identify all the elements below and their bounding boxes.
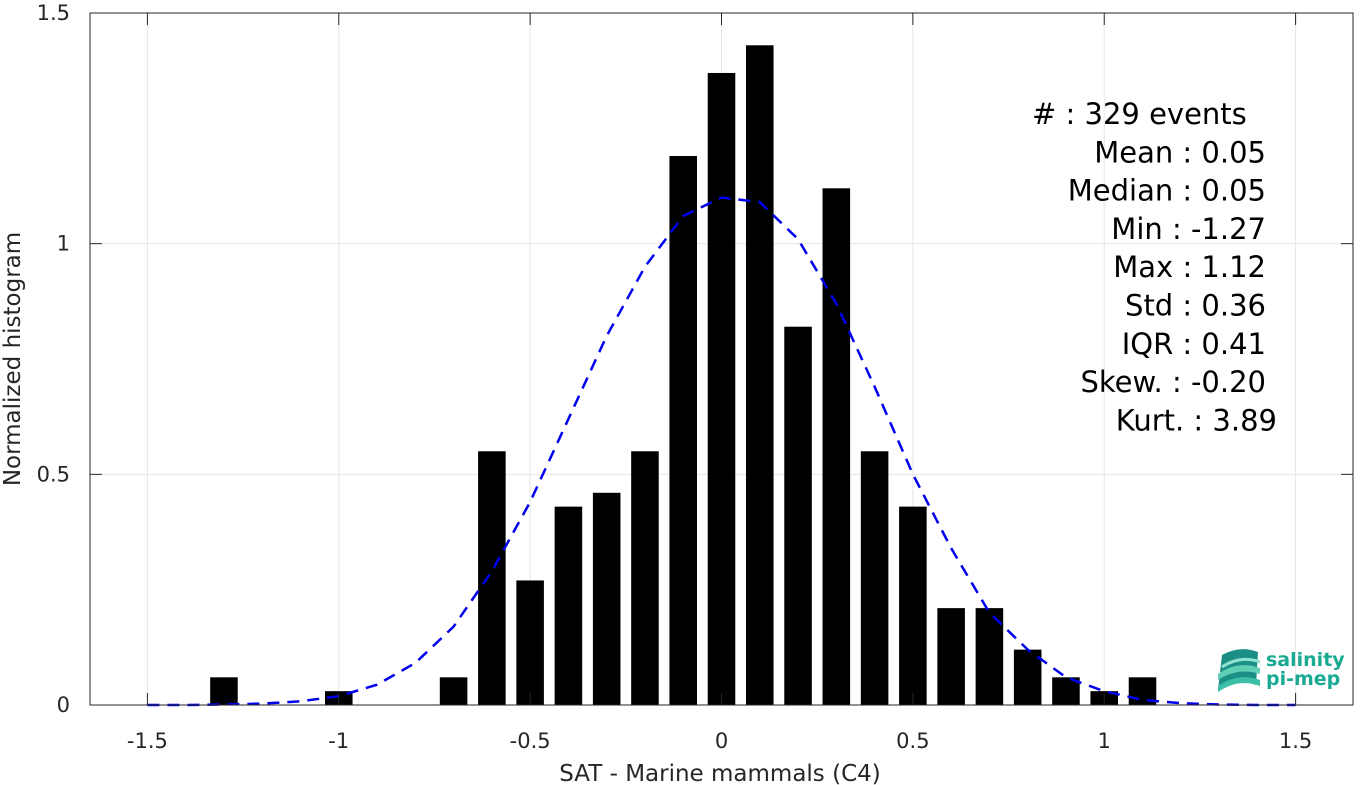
histogram-bar <box>937 608 965 705</box>
stat-line: Mean : 0.05 <box>1094 135 1266 169</box>
histogram-bar <box>899 506 927 705</box>
logo-text-salinity: salinity <box>1266 649 1345 671</box>
statistics-box: # : 329 events Mean : 0.05 Median : 0.05 Mi… <box>1032 97 1277 437</box>
axes-frame <box>89 12 1354 706</box>
histogram-bar <box>631 451 659 705</box>
stat-line: Skew. : -0.20 <box>1080 365 1266 399</box>
histogram-bar <box>478 451 506 705</box>
y-tick-label: 0.5 <box>37 462 70 486</box>
histogram-bar <box>745 45 774 705</box>
x-tick-labels: -1.5 -1 -0.5 0 0.5 1 1.5 <box>127 729 1312 753</box>
histogram-bar <box>784 326 812 705</box>
histogram-bar <box>439 677 468 705</box>
y-tick-label: 1.5 <box>37 1 70 25</box>
x-tick-label: -1.5 <box>127 729 168 753</box>
stat-line: IQR : 0.41 <box>1122 327 1266 361</box>
histogram-bar <box>975 608 1004 705</box>
x-tick-label: 0.5 <box>896 729 929 753</box>
histogram-bar <box>707 72 736 706</box>
stat-line: Max : 1.12 <box>1113 250 1266 284</box>
x-tick-label: 1 <box>1098 729 1111 753</box>
x-tick-label: 0 <box>715 729 728 753</box>
histogram-bar <box>210 677 238 705</box>
x-axis-title: SAT - Marine mammals (C4) <box>559 761 881 785</box>
salinity-pimep-logo: salinity pi-mep <box>1218 649 1345 692</box>
waves-icon <box>1218 649 1261 692</box>
logo-text-pimep: pi-mep <box>1266 668 1340 690</box>
x-tick-label: 1.5 <box>1279 729 1312 753</box>
histogram-bar <box>516 580 544 705</box>
histogram-bar <box>860 451 889 705</box>
stat-line: Std : 0.36 <box>1125 289 1266 323</box>
stat-line: # : 329 events <box>1032 97 1247 131</box>
y-tick-labels: 0 0.5 1 1.5 <box>37 1 70 717</box>
histogram-bar <box>822 188 851 706</box>
histogram-bar <box>669 156 698 706</box>
y-tick-label: 0 <box>57 693 70 717</box>
histogram-bar <box>592 492 621 705</box>
histogram-bar <box>554 506 583 705</box>
x-tick-label: -0.5 <box>510 729 551 753</box>
y-axis-title: Normalized histogram <box>0 232 26 486</box>
stat-line: Min : -1.27 <box>1111 212 1266 246</box>
y-tick-label: 1 <box>57 232 70 256</box>
histogram-bar <box>1013 649 1042 705</box>
stat-line: Kurt. : 3.89 <box>1116 403 1277 437</box>
bars <box>210 45 1157 706</box>
stat-line: Median : 0.05 <box>1068 174 1266 208</box>
x-tick-label: -1 <box>328 729 349 753</box>
